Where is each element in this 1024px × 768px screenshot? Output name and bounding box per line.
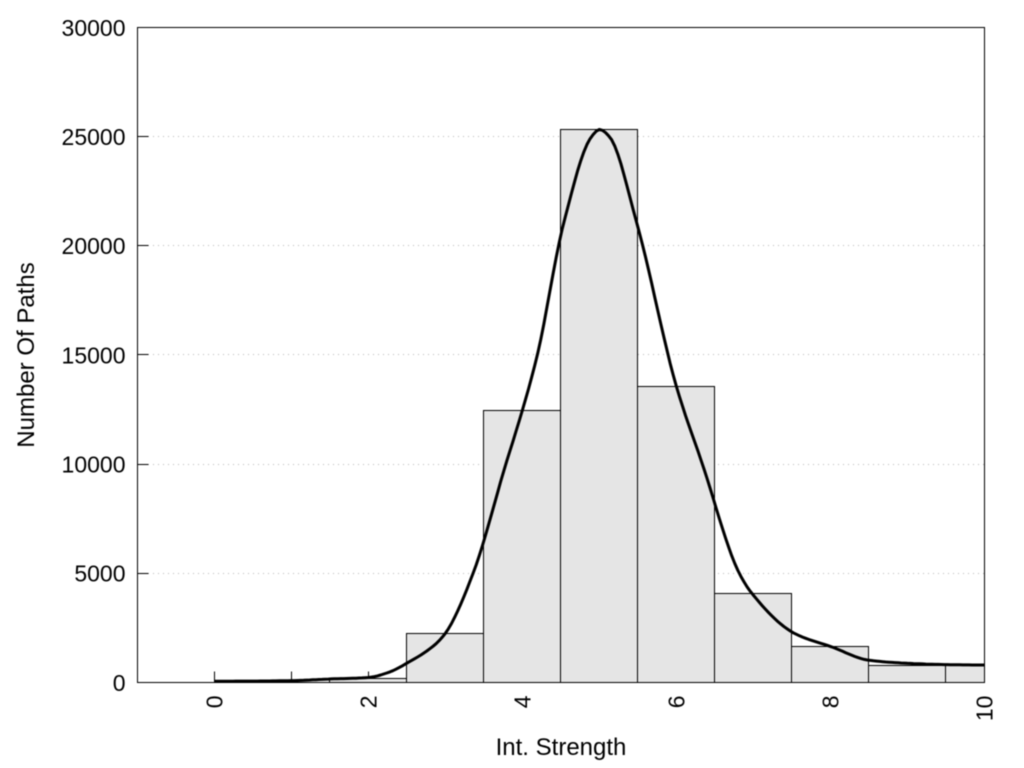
svg-text:10000: 10000 (62, 452, 126, 478)
svg-text:20000: 20000 (62, 233, 126, 259)
svg-text:5000: 5000 (74, 561, 125, 587)
svg-text:15000: 15000 (62, 342, 126, 368)
svg-text:0: 0 (113, 670, 126, 696)
svg-text:6: 6 (664, 696, 690, 709)
svg-text:10: 10 (972, 696, 998, 722)
svg-text:2: 2 (356, 696, 382, 709)
svg-text:25000: 25000 (62, 124, 126, 150)
svg-text:8: 8 (818, 696, 844, 709)
svg-text:30000: 30000 (62, 15, 126, 41)
svg-text:0: 0 (202, 696, 228, 709)
svg-text:Number Of Paths: Number Of Paths (13, 262, 40, 447)
svg-text:4: 4 (510, 695, 536, 708)
svg-text:Int. Strength: Int. Strength (496, 734, 627, 761)
